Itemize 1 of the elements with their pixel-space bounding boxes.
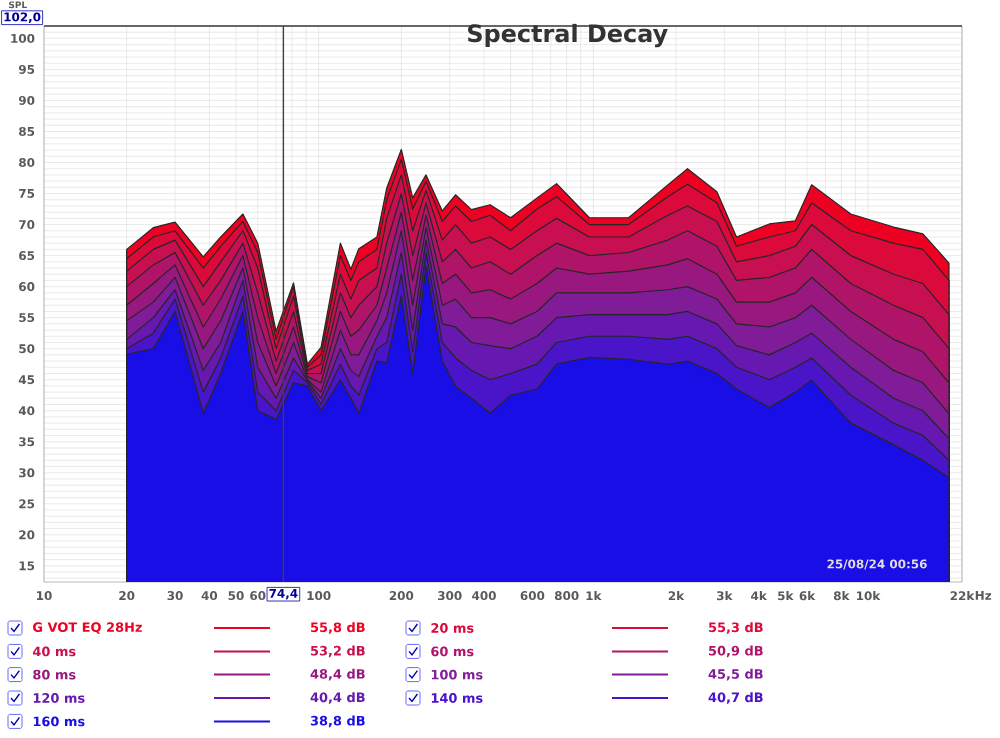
chart-title: Spectral Decay [468, 23, 668, 48]
